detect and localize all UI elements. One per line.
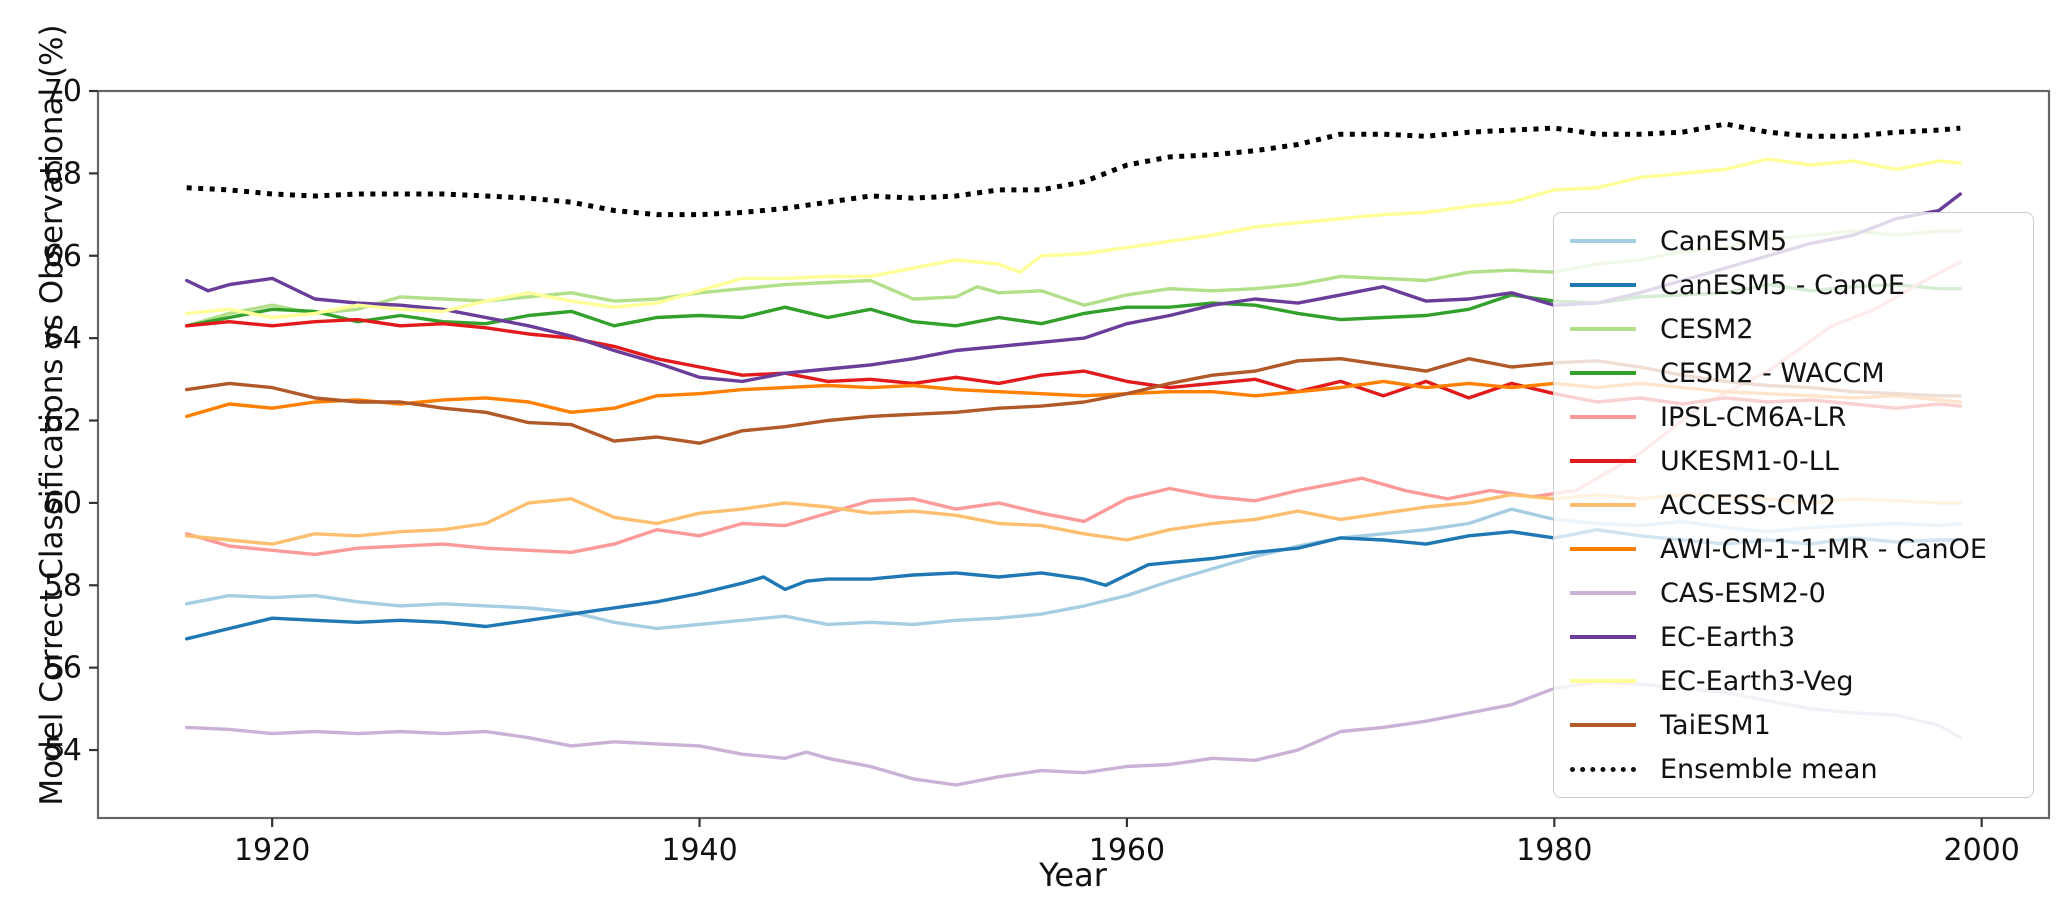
legend-line-sample bbox=[1570, 635, 1636, 639]
legend-line-sample bbox=[1570, 547, 1636, 551]
legend-line-sample bbox=[1570, 327, 1636, 331]
x-tick-label: 1980 bbox=[1516, 833, 1592, 868]
x-axis-label: Year bbox=[1039, 856, 1107, 894]
legend-item: CanESM5 bbox=[1554, 221, 2033, 262]
legend-label: IPSL-CM6A-LR bbox=[1660, 401, 1847, 433]
y-axis-label: Model Correct Classifications vs Observa… bbox=[34, 24, 70, 806]
legend-item: EC-Earth3 bbox=[1554, 617, 2033, 658]
y-tick-label: 60 bbox=[44, 486, 82, 521]
x-tick-label: 1940 bbox=[661, 833, 737, 868]
y-tick-label: 62 bbox=[44, 404, 82, 439]
legend-line-sample bbox=[1570, 766, 1636, 772]
series-line-ec-earth3-veg bbox=[184, 157, 1963, 320]
legend-line-sample bbox=[1570, 591, 1636, 595]
legend-label: EC-Earth3-Veg bbox=[1660, 665, 1854, 697]
legend-label: Ensemble mean bbox=[1660, 753, 1878, 785]
legend-label: TaiESM1 bbox=[1660, 709, 1771, 741]
legend-item: CESM2 - WACCM bbox=[1554, 353, 2033, 394]
series-line-ensemble-mean bbox=[186, 121, 1961, 218]
y-tick-label: 66 bbox=[44, 239, 82, 274]
legend-item: TaiESM1 bbox=[1554, 705, 2033, 746]
y-tick-label: 54 bbox=[44, 733, 82, 768]
y-tick-label: 64 bbox=[44, 321, 82, 356]
plot-border bbox=[96, 89, 2051, 820]
legend-label: AWI-CM-1-1-MR - CanOE bbox=[1660, 533, 1987, 565]
y-tick-label: 58 bbox=[44, 568, 82, 603]
legend-item: ACCESS-CM2 bbox=[1554, 485, 2033, 526]
legend-item: CanESM5 - CanOE bbox=[1554, 265, 2033, 306]
y-tick-label: 68 bbox=[44, 156, 82, 191]
legend-item: CAS-ESM2-0 bbox=[1554, 573, 2033, 614]
legend-line-sample bbox=[1570, 459, 1636, 463]
legend-item: AWI-CM-1-1-MR - CanOE bbox=[1554, 529, 2033, 570]
legend-item: UKESM1-0-LL bbox=[1554, 441, 2033, 482]
x-tick-label: 2000 bbox=[1944, 833, 2020, 868]
legend-line-sample bbox=[1570, 371, 1636, 375]
legend-label: CanESM5 - CanOE bbox=[1660, 269, 1905, 301]
legend-line-sample bbox=[1570, 503, 1636, 507]
legend-label: UKESM1-0-LL bbox=[1660, 445, 1839, 477]
legend-item: EC-Earth3-Veg bbox=[1554, 661, 2033, 702]
y-tick-label: 70 bbox=[44, 74, 82, 109]
legend-label: EC-Earth3 bbox=[1660, 621, 1796, 653]
legend-line-sample bbox=[1570, 679, 1636, 683]
legend-label: CESM2 - WACCM bbox=[1660, 357, 1885, 389]
legend-line-sample bbox=[1570, 283, 1636, 287]
legend-item: IPSL-CM6A-LR bbox=[1554, 397, 2033, 438]
y-tick-label: 56 bbox=[44, 651, 82, 686]
legend-line-sample bbox=[1570, 239, 1636, 243]
legend-line-sample bbox=[1570, 723, 1636, 727]
legend-label: ACCESS-CM2 bbox=[1660, 489, 1837, 521]
legend-item: CESM2 bbox=[1554, 309, 2033, 350]
legend-label: CAS-ESM2-0 bbox=[1660, 577, 1826, 609]
legend-item: Ensemble mean bbox=[1554, 749, 2033, 790]
x-tick-label: 1920 bbox=[234, 833, 310, 868]
x-tick-label: 1960 bbox=[1089, 833, 1165, 868]
legend-label: CESM2 bbox=[1660, 313, 1754, 345]
chart-legend: CanESM5 CanESM5 - CanOE CESM2 CESM2 - WACCM… bbox=[1553, 212, 2034, 798]
legend-label: CanESM5 bbox=[1660, 225, 1788, 257]
legend-line-sample bbox=[1570, 415, 1636, 419]
